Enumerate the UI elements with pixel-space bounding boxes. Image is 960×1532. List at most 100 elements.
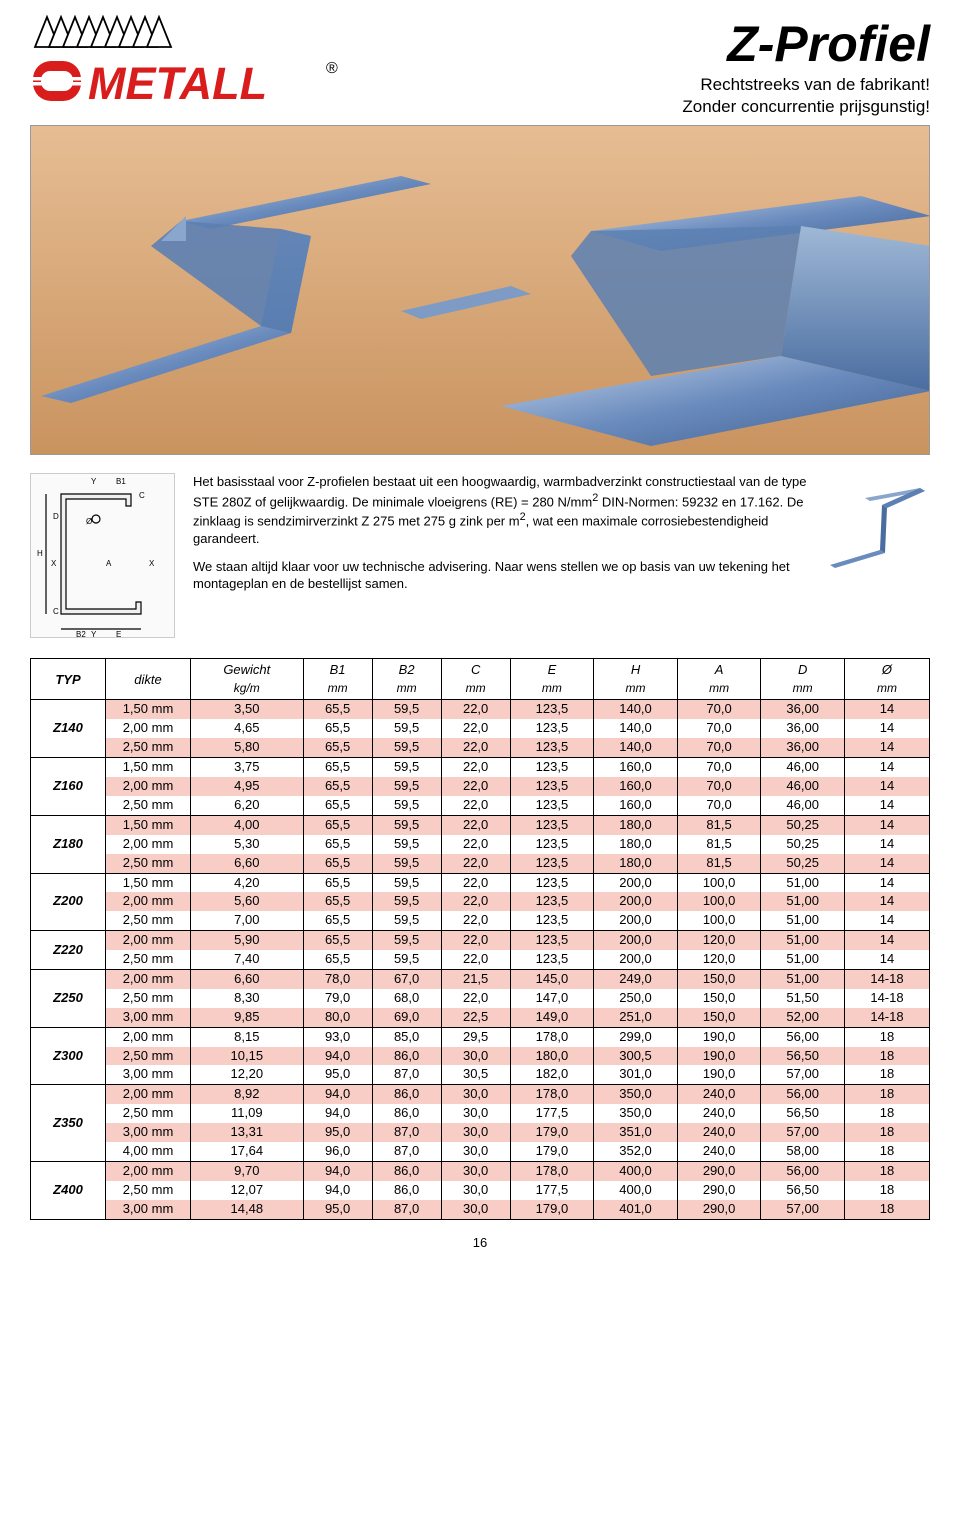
data-cell: 200,0 [594, 931, 678, 950]
hero-image [30, 125, 930, 455]
data-cell: 65,5 [303, 854, 372, 873]
data-cell: 8,92 [191, 1085, 304, 1104]
table-row: Z2502,00 mm6,6078,067,021,5145,0249,0150… [31, 969, 930, 988]
data-cell: 18 [844, 1200, 929, 1219]
typ-cell: Z400 [31, 1161, 106, 1219]
typ-cell: Z250 [31, 969, 106, 1027]
data-cell: 36,00 [761, 719, 845, 738]
data-cell: 299,0 [594, 1027, 678, 1046]
data-cell: 2,00 mm [106, 777, 191, 796]
col-header-9: D [761, 659, 845, 680]
data-cell: 56,00 [761, 1161, 845, 1180]
data-cell: 51,00 [761, 950, 845, 969]
col-header-2: Gewicht [191, 659, 304, 680]
data-cell: 12,20 [191, 1065, 304, 1084]
data-cell: 22,0 [441, 700, 510, 719]
data-cell: 95,0 [303, 1123, 372, 1142]
data-cell: 9,70 [191, 1161, 304, 1180]
specifications-table: TYPdikteGewichtB1B2CEHADØ kg/mmmmmmmmmmm… [30, 658, 930, 1220]
data-cell: 240,0 [677, 1104, 761, 1123]
data-cell: 22,0 [441, 835, 510, 854]
data-cell: 2,50 mm [106, 950, 191, 969]
svg-text:X: X [149, 559, 155, 568]
data-cell: 59,5 [372, 950, 441, 969]
data-cell: 100,0 [677, 873, 761, 892]
data-cell: 1,50 mm [106, 815, 191, 834]
data-cell: 301,0 [594, 1065, 678, 1084]
svg-text:B2: B2 [76, 630, 86, 639]
data-cell: 100,0 [677, 911, 761, 930]
data-cell: 240,0 [677, 1085, 761, 1104]
paragraph-2: We staan altijd klaar voor uw technische… [193, 558, 815, 593]
table-body: Z1401,50 mm3,5065,559,522,0123,5140,070,… [31, 700, 930, 1219]
data-cell: 190,0 [677, 1027, 761, 1046]
data-cell: 65,5 [303, 777, 372, 796]
data-cell: 65,5 [303, 796, 372, 815]
data-cell: 4,95 [191, 777, 304, 796]
data-cell: 68,0 [372, 989, 441, 1008]
data-cell: 150,0 [677, 1008, 761, 1027]
data-cell: 65,5 [303, 931, 372, 950]
data-cell: 179,0 [510, 1123, 594, 1142]
data-cell: 59,5 [372, 931, 441, 950]
logo-svg: METALL ® [30, 15, 390, 110]
data-cell: 290,0 [677, 1200, 761, 1219]
data-cell: 200,0 [594, 873, 678, 892]
data-cell: 56,00 [761, 1027, 845, 1046]
col-header-10: Ø [844, 659, 929, 680]
data-cell: 94,0 [303, 1181, 372, 1200]
hero-svg [31, 126, 930, 455]
dimension-diagram: YB1 CD ØH XX AC B2E Y [30, 473, 175, 638]
data-cell: 123,5 [510, 738, 594, 757]
data-cell: 123,5 [510, 758, 594, 777]
data-cell: 200,0 [594, 911, 678, 930]
table-row: 2,50 mm6,6065,559,522,0123,5180,081,550,… [31, 854, 930, 873]
data-cell: 14 [844, 777, 929, 796]
svg-text:D: D [53, 512, 59, 521]
data-cell: 1,50 mm [106, 873, 191, 892]
col-unit-7: mm [594, 680, 678, 700]
data-cell: 59,5 [372, 835, 441, 854]
typ-cell: Z140 [31, 700, 106, 758]
data-cell: 57,00 [761, 1123, 845, 1142]
data-cell: 160,0 [594, 777, 678, 796]
data-cell: 2,50 mm [106, 911, 191, 930]
data-cell: 6,20 [191, 796, 304, 815]
data-cell: 22,5 [441, 1008, 510, 1027]
data-cell: 57,00 [761, 1200, 845, 1219]
data-cell: 140,0 [594, 738, 678, 757]
data-cell: 182,0 [510, 1065, 594, 1084]
data-cell: 59,5 [372, 854, 441, 873]
data-cell: 30,0 [441, 1047, 510, 1066]
description-text: Het basisstaal voor Z-profielen bestaat … [193, 473, 930, 593]
data-cell: 249,0 [594, 969, 678, 988]
data-cell: 123,5 [510, 815, 594, 834]
col-unit-8: mm [677, 680, 761, 700]
data-cell: 14 [844, 854, 929, 873]
data-cell: 57,00 [761, 1065, 845, 1084]
data-cell: 240,0 [677, 1123, 761, 1142]
data-cell: 5,60 [191, 892, 304, 911]
data-cell: 200,0 [594, 950, 678, 969]
col-header-8: A [677, 659, 761, 680]
data-cell: 400,0 [594, 1161, 678, 1180]
col-header-7: H [594, 659, 678, 680]
page-title: Z-Profiel [682, 15, 930, 73]
data-cell: 67,0 [372, 969, 441, 988]
data-cell: 2,00 mm [106, 1161, 191, 1180]
table-row: 2,00 mm4,6565,559,522,0123,5140,070,036,… [31, 719, 930, 738]
svg-text:Y: Y [91, 630, 97, 639]
data-cell: 30,0 [441, 1123, 510, 1142]
data-cell: 6,60 [191, 969, 304, 988]
data-cell: 190,0 [677, 1065, 761, 1084]
table-row: 2,00 mm5,3065,559,522,0123,5180,081,550,… [31, 835, 930, 854]
data-cell: 22,0 [441, 719, 510, 738]
table-row: 4,00 mm17,6496,087,030,0179,0352,0240,05… [31, 1142, 930, 1161]
data-cell: 50,25 [761, 854, 845, 873]
data-cell: 9,85 [191, 1008, 304, 1027]
data-cell: 18 [844, 1123, 929, 1142]
data-cell: 65,5 [303, 892, 372, 911]
table-row: 2,00 mm5,6065,559,522,0123,5200,0100,051… [31, 892, 930, 911]
data-cell: 69,0 [372, 1008, 441, 1027]
data-cell: 56,50 [761, 1047, 845, 1066]
